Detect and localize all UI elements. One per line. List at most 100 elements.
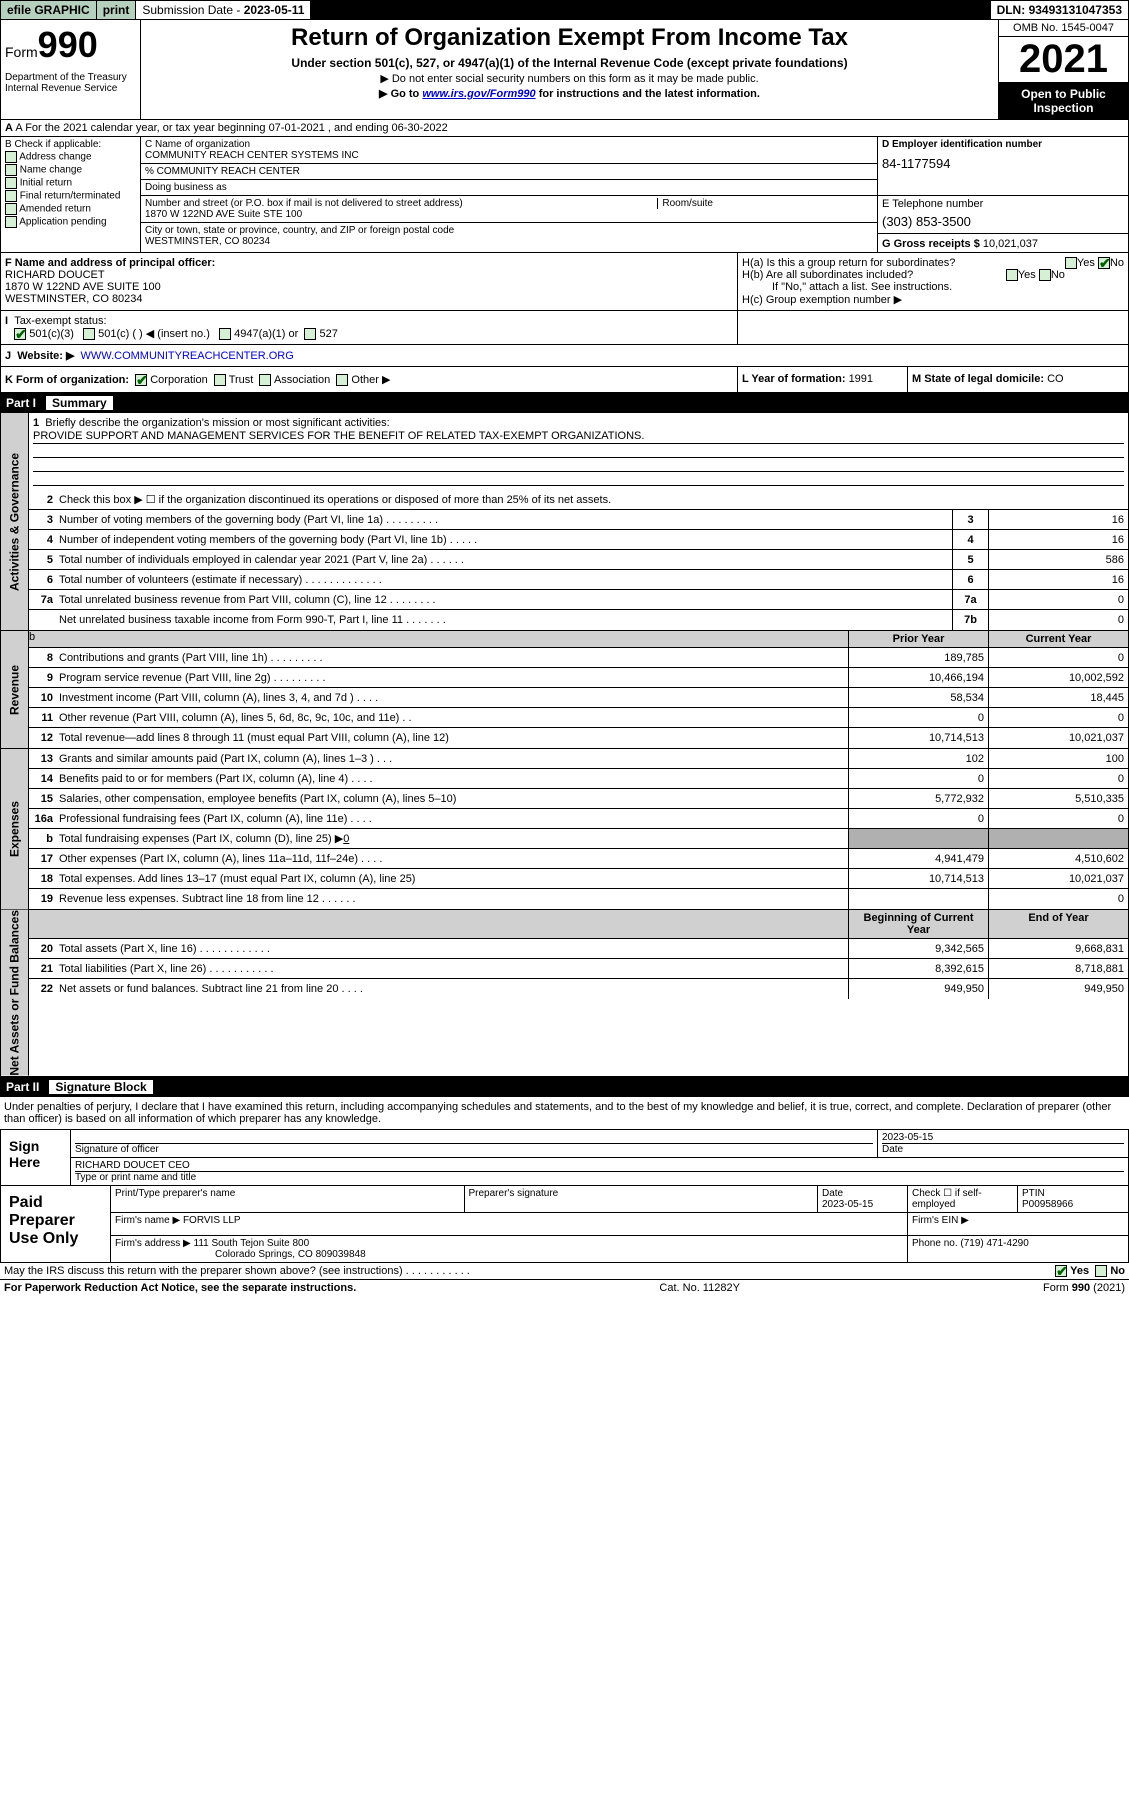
- line-20: Total assets (Part X, line 16) . . . . .…: [59, 941, 848, 957]
- line-16b: Total fundraising expenses (Part IX, col…: [59, 830, 848, 847]
- cb-amended-return[interactable]: Amended return: [5, 203, 136, 215]
- vlabel-netassets: Net Assets or Fund Balances: [1, 910, 29, 1076]
- part-1-header: Part I Summary: [0, 393, 1129, 413]
- line-5: Total number of individuals employed in …: [59, 552, 952, 568]
- cb-irs-no[interactable]: [1095, 1265, 1107, 1277]
- officer-name-title: RICHARD DOUCET CEOType or print name and…: [71, 1158, 1128, 1185]
- preparer-ptin: PTINP00958966: [1018, 1186, 1128, 1212]
- d-ein: D Employer identification number 84-1177…: [878, 137, 1128, 195]
- firm-name: Firm's name ▶ FORVIS LLP: [111, 1213, 908, 1235]
- row-f-h: F Name and address of principal officer:…: [0, 253, 1129, 311]
- cb-final-return[interactable]: Final return/terminated: [5, 190, 136, 202]
- f-officer-addr1: 1870 W 122ND AVE SUITE 100: [5, 281, 161, 293]
- vlabel-governance: Activities & Governance: [1, 413, 29, 630]
- c-care-of: % COMMUNITY REACH CENTER: [141, 164, 877, 180]
- part-2-header: Part II Signature Block: [0, 1077, 1129, 1097]
- line-22: Net assets or fund balances. Subtract li…: [59, 981, 848, 997]
- row-j-website: J Website: ▶ WWW.COMMUNITYREACHCENTER.OR…: [0, 345, 1129, 367]
- line-4: Number of independent voting members of …: [59, 532, 952, 548]
- open-inspection: Open to Public Inspection: [999, 83, 1128, 119]
- line-2: Check this box ▶ ☐ if the organization d…: [59, 491, 1128, 508]
- sign-here-label: Sign Here: [1, 1130, 71, 1185]
- line-10: Investment income (Part VIII, column (A)…: [59, 690, 848, 706]
- c-city: City or town, state or province, country…: [141, 223, 877, 249]
- line-7a: Total unrelated business revenue from Pa…: [59, 592, 952, 608]
- line-13: Grants and similar amounts paid (Part IX…: [59, 751, 848, 767]
- netassets-section: Net Assets or Fund Balances Beginning of…: [0, 910, 1129, 1077]
- row-i-tax-status: I Tax-exempt status: 501(c)(3) 501(c) ( …: [0, 311, 1129, 345]
- line-7b: Net unrelated business taxable income fr…: [59, 612, 952, 628]
- row-k-l-m: K Form of organization: Corporation Trus…: [0, 367, 1129, 393]
- cb-irs-yes[interactable]: [1055, 1265, 1067, 1277]
- governance-section: Activities & Governance 1 Briefly descri…: [0, 413, 1129, 631]
- form-title: Return of Organization Exempt From Incom…: [145, 24, 994, 52]
- cb-trust[interactable]: [214, 374, 226, 386]
- c-dba: Doing business as: [141, 180, 877, 195]
- top-bar: efile GRAPHIC print Submission Date - 20…: [0, 0, 1129, 20]
- e-g-block: E Telephone number (303) 853-3500 G Gros…: [878, 196, 1128, 252]
- m-state-domicile: M State of legal domicile: CO: [908, 367, 1128, 392]
- h-a: H(a) Is this a group return for subordin…: [742, 257, 1124, 269]
- h-b: H(b) Are all subordinates included? Yes …: [742, 269, 1124, 281]
- line-21: Total liabilities (Part X, line 26) . . …: [59, 961, 848, 977]
- subtitle-1: Under section 501(c), 527, or 4947(a)(1)…: [145, 56, 994, 70]
- cb-4947[interactable]: [219, 328, 231, 340]
- line-15: Salaries, other compensation, employee b…: [59, 791, 848, 807]
- irs-link[interactable]: www.irs.gov/Form990: [422, 88, 535, 100]
- page-footer: For Paperwork Reduction Act Notice, see …: [0, 1279, 1129, 1296]
- preparer-self-emp[interactable]: Check ☐ if self-employed: [908, 1186, 1018, 1212]
- form-number: Form990: [5, 24, 136, 66]
- row-a-tax-year: A A For the 2021 calendar year, or tax y…: [0, 120, 1129, 137]
- cb-address-change[interactable]: Address change: [5, 151, 136, 163]
- website-link[interactable]: WWW.COMMUNITYREACHCENTER.ORG: [81, 350, 294, 362]
- vlabel-expenses: Expenses: [1, 749, 29, 909]
- line-9: Program service revenue (Part VIII, line…: [59, 670, 848, 686]
- line-11: Other revenue (Part VIII, column (A), li…: [59, 710, 848, 726]
- col-boy: Beginning of Current Year: [848, 910, 988, 938]
- l-year-formation: L Year of formation: 1991: [738, 367, 908, 392]
- efile-graphic-btn[interactable]: efile GRAPHIC: [1, 1, 97, 19]
- col-b-checkboxes: B Check if applicable: Address change Na…: [1, 137, 141, 252]
- cb-initial-return[interactable]: Initial return: [5, 177, 136, 189]
- cb-527[interactable]: [304, 328, 316, 340]
- print-btn[interactable]: print: [97, 1, 137, 19]
- form-header: Form990 Department of the TreasuryIntern…: [0, 20, 1129, 120]
- line-6: Total number of volunteers (estimate if …: [59, 572, 952, 588]
- c-name-block: C Name of organizationCOMMUNITY REACH CE…: [141, 137, 877, 164]
- preparer-name: Print/Type preparer's name: [111, 1186, 465, 1212]
- dept-treasury: Department of the TreasuryInternal Reven…: [5, 72, 136, 94]
- h-c: H(c) Group exemption number ▶: [742, 293, 1124, 306]
- may-irs-discuss: May the IRS discuss this return with the…: [0, 1263, 1129, 1279]
- f-label: F Name and address of principal officer:: [5, 257, 215, 269]
- cb-assoc[interactable]: [259, 374, 271, 386]
- omb-number: OMB No. 1545-0047: [999, 20, 1128, 37]
- cb-other[interactable]: [336, 374, 348, 386]
- dln: DLN: 93493131047353: [991, 1, 1128, 19]
- cb-name-change[interactable]: Name change: [5, 164, 136, 176]
- submission-date: Submission Date - 2023-05-11: [136, 1, 311, 19]
- cb-corp[interactable]: [135, 374, 147, 386]
- sig-date: 2023-05-15Date: [878, 1130, 1128, 1157]
- f-officer-name: RICHARD DOUCET: [5, 269, 105, 281]
- revenue-section: Revenue bPrior YearCurrent Year 8Contrib…: [0, 631, 1129, 749]
- sign-here-block: Sign Here Signature of officer 2023-05-1…: [0, 1129, 1129, 1186]
- line-8: Contributions and grants (Part VIII, lin…: [59, 650, 848, 666]
- q1-label: Briefly describe the organization's miss…: [45, 417, 389, 429]
- section-bc: B Check if applicable: Address change Na…: [0, 137, 1129, 253]
- topbar-spacer: [311, 1, 990, 19]
- line-18: Total expenses. Add lines 13–17 (must eq…: [59, 871, 848, 887]
- preparer-sig[interactable]: Preparer's signature: [465, 1186, 819, 1212]
- cb-501c[interactable]: [83, 328, 95, 340]
- line-19: Revenue less expenses. Subtract line 18 …: [59, 891, 848, 907]
- line-12: Total revenue—add lines 8 through 11 (mu…: [59, 730, 848, 746]
- col-prior: Prior Year: [848, 631, 988, 647]
- b-label: B Check if applicable:: [5, 139, 136, 150]
- cb-501c3[interactable]: [14, 328, 26, 340]
- signature-of-officer[interactable]: Signature of officer: [71, 1130, 878, 1157]
- subtitle-3: ▶ Go to www.irs.gov/Form990 for instruct…: [145, 87, 994, 100]
- paid-preparer-block: Paid Preparer Use Only Print/Type prepar…: [0, 1186, 1129, 1263]
- signature-declaration: Under penalties of perjury, I declare th…: [0, 1097, 1129, 1129]
- firm-phone: Phone no. (719) 471-4290: [908, 1236, 1128, 1262]
- cb-application-pending[interactable]: Application pending: [5, 216, 136, 228]
- line-3: Number of voting members of the governin…: [59, 512, 952, 528]
